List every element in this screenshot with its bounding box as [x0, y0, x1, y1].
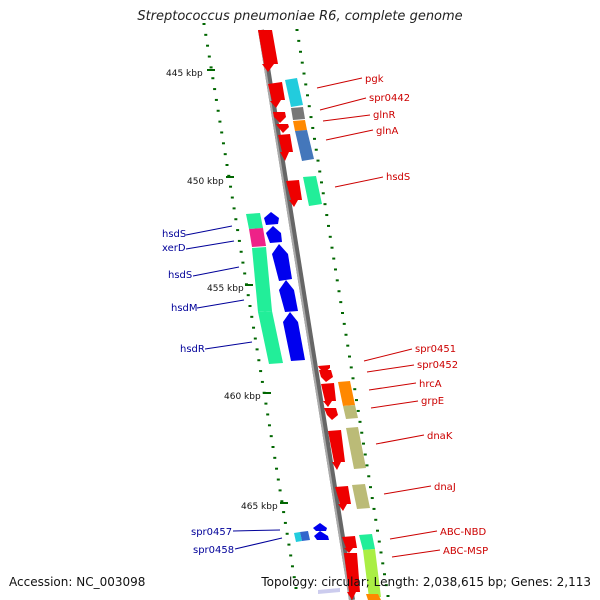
label-spr0451: spr0451	[415, 344, 456, 355]
label-glnR: glnR	[373, 110, 395, 121]
cog-spr0442	[291, 107, 305, 120]
ruler-label-450: 450 kbp	[187, 177, 224, 187]
label-hsdS-reverse-2: hsdS	[168, 270, 192, 281]
label-dnaK: dnaK	[427, 431, 453, 442]
reverse-cds-track	[264, 212, 329, 540]
cog-dnaK	[346, 427, 366, 469]
cds-hsdR-arrow	[283, 312, 305, 361]
cog-hsdS-forward	[303, 176, 322, 206]
forward-cds-track	[258, 30, 360, 600]
cds-hsdS-reverse-2-arrow	[272, 244, 292, 281]
cog-ABC-NBD	[359, 534, 375, 550]
label-dnaJ: dnaJ	[434, 482, 456, 493]
reverse-cog-track	[246, 213, 310, 542]
cds-small-arrow	[276, 124, 289, 133]
cog-hsdS-reverse-2	[252, 247, 272, 312]
cog-glnR	[293, 120, 307, 131]
cds-spr0458-arrow	[314, 531, 329, 540]
label-hsdR: hsdR	[180, 344, 205, 355]
genome-summary-text: Topology: circular; Length: 2,038,615 bp…	[261, 575, 591, 589]
label-hsdM: hsdM	[171, 303, 198, 314]
label-ABC-NBD: ABC-NBD	[440, 527, 486, 538]
cds-glnA-arrow	[278, 134, 293, 161]
cds-grpE-arrow	[324, 408, 338, 420]
accession-text: Accession: NC_003098	[9, 575, 146, 589]
cog-pgk	[285, 78, 303, 107]
cds-dnaK-arrow	[328, 430, 345, 470]
ruler-label-455: 455 kbp	[207, 284, 244, 294]
cog-grpE	[343, 405, 358, 419]
outer-dot-track-right	[295, 29, 390, 597]
label-hsdS-forward: hsdS	[386, 172, 410, 183]
cds-hsdS-forward	[286, 180, 302, 207]
ruler-label-465: 465 kbp	[241, 502, 278, 512]
label-spr0442: spr0442	[369, 93, 410, 104]
label-xerD: xerD	[162, 243, 186, 254]
label-hsdS-reverse-1: hsdS	[162, 229, 186, 240]
label-glnA: glnA	[376, 126, 398, 137]
cds-top-forward	[258, 30, 278, 72]
label-hrcA: hrcA	[419, 379, 442, 390]
cds-spr0452-arrow	[319, 370, 333, 382]
label-ABC-MSP: ABC-MSP	[443, 546, 488, 557]
label-spr0457: spr0457	[191, 527, 232, 538]
genome-backbone	[258, 29, 355, 600]
cog-spr0457	[294, 532, 302, 542]
cog-xerD	[249, 228, 266, 247]
cds-pgk	[268, 82, 285, 108]
ruler-label-460: 460 kbp	[224, 392, 261, 402]
cds-glnR-arrow	[273, 112, 286, 123]
cds-hrcA-arrow	[321, 383, 336, 407]
map-tail	[318, 588, 340, 594]
cds-spr0451-arrow	[318, 365, 330, 373]
cog-ABC-MSP	[363, 549, 381, 598]
cds-ABC-MSP-arrow	[344, 553, 360, 600]
ruler: 445 kbp 450 kbp 455 kbp 460 kbp 465 kbp	[166, 69, 288, 512]
map-title: Streptococcus pneumoniae R6, complete ge…	[137, 9, 463, 24]
cds-spr0457-arrow	[313, 523, 327, 531]
cog-hsdS-reverse-1	[246, 213, 263, 229]
label-spr0452: spr0452	[417, 360, 458, 371]
cog-spr0458	[300, 531, 310, 541]
cog-glnA	[295, 130, 314, 161]
ruler-label-445: 445 kbp	[166, 69, 203, 79]
cog-hrcA	[338, 381, 355, 406]
label-grpE: grpE	[421, 396, 444, 407]
cds-dnaJ-arrow	[335, 486, 351, 511]
cog-dnaJ	[352, 484, 370, 509]
label-pgk: pgk	[365, 74, 384, 85]
cds-hsdM-arrow	[279, 280, 298, 312]
cds-xerD-arrow	[266, 226, 282, 243]
forward-labels: pgk spr0442 glnR glnA hsdS spr0451 spr04…	[316, 74, 488, 558]
cds-hsdS-reverse-1-arrow	[264, 212, 279, 225]
cds-ABC-NBD-arrow	[342, 536, 357, 553]
label-spr0458: spr0458	[193, 545, 234, 556]
cog-hsdM-hsdR	[258, 311, 283, 364]
reverse-labels: hsdS xerD hsdS hsdM hsdR spr0457 spr0458	[162, 225, 283, 556]
cog-bottom	[366, 594, 381, 600]
forward-cog-track	[285, 78, 381, 600]
